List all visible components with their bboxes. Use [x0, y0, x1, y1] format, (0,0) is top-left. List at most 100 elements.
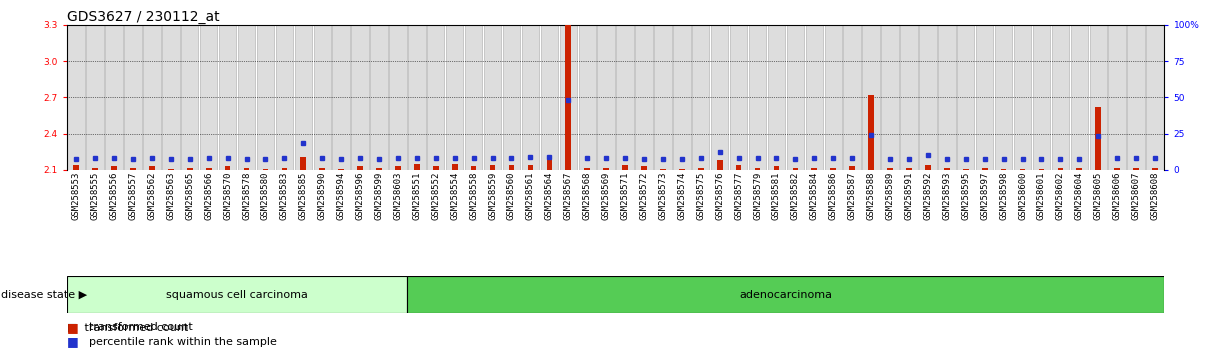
Bar: [887, 167, 893, 170]
Bar: [995, 25, 1013, 170]
Bar: [149, 166, 155, 170]
Bar: [244, 167, 250, 170]
Bar: [130, 167, 136, 170]
Bar: [825, 25, 842, 170]
Bar: [187, 167, 193, 170]
Bar: [408, 25, 426, 170]
Bar: [730, 25, 747, 170]
Bar: [774, 166, 779, 170]
Bar: [143, 25, 160, 170]
Bar: [622, 165, 628, 170]
Bar: [926, 165, 930, 170]
Text: GDS3627 / 230112_at: GDS3627 / 230112_at: [67, 10, 220, 24]
Bar: [1127, 25, 1145, 170]
Text: ■: ■: [67, 321, 79, 334]
Bar: [224, 166, 230, 170]
Bar: [805, 25, 824, 170]
Bar: [1109, 25, 1126, 170]
Bar: [1058, 167, 1064, 170]
Bar: [693, 25, 710, 170]
Bar: [768, 25, 785, 170]
Bar: [92, 167, 98, 170]
Bar: [358, 166, 363, 170]
Bar: [218, 25, 237, 170]
Bar: [465, 25, 483, 170]
Bar: [319, 167, 325, 170]
Bar: [1020, 169, 1025, 170]
Bar: [579, 25, 596, 170]
Bar: [1095, 107, 1101, 170]
Bar: [200, 25, 217, 170]
Bar: [1146, 25, 1163, 170]
Bar: [869, 95, 873, 170]
Bar: [919, 25, 936, 170]
Text: ■  transformed count: ■ transformed count: [67, 322, 188, 332]
Bar: [1152, 167, 1158, 170]
Bar: [1115, 167, 1120, 170]
Bar: [1089, 25, 1107, 170]
Bar: [301, 156, 306, 170]
Bar: [636, 25, 653, 170]
Bar: [295, 25, 312, 170]
Bar: [86, 25, 104, 170]
Bar: [585, 167, 590, 170]
Bar: [206, 167, 211, 170]
Bar: [370, 25, 388, 170]
Bar: [711, 25, 728, 170]
Bar: [1038, 169, 1044, 170]
Bar: [906, 167, 912, 170]
Bar: [831, 167, 836, 170]
Bar: [1052, 25, 1069, 170]
Bar: [1001, 169, 1007, 170]
Bar: [1032, 25, 1050, 170]
Bar: [313, 25, 331, 170]
Bar: [262, 169, 268, 170]
Bar: [944, 167, 950, 170]
Bar: [862, 25, 879, 170]
Bar: [603, 167, 609, 170]
Bar: [332, 25, 349, 170]
Text: ■: ■: [67, 335, 79, 348]
Bar: [471, 166, 477, 170]
Bar: [446, 25, 463, 170]
Bar: [528, 165, 534, 170]
Bar: [673, 25, 690, 170]
Bar: [654, 25, 672, 170]
Bar: [389, 25, 406, 170]
Bar: [547, 159, 552, 170]
Bar: [957, 25, 974, 170]
Bar: [541, 25, 558, 170]
Bar: [484, 25, 501, 170]
Bar: [754, 167, 761, 170]
Bar: [1133, 167, 1139, 170]
Bar: [616, 25, 633, 170]
Bar: [67, 276, 408, 313]
Bar: [559, 25, 577, 170]
Bar: [376, 167, 382, 170]
Bar: [112, 166, 116, 170]
Bar: [275, 25, 294, 170]
Bar: [503, 25, 520, 170]
Text: disease state ▶: disease state ▶: [1, 290, 87, 300]
Bar: [679, 169, 684, 170]
Text: transformed count: transformed count: [89, 322, 193, 332]
Bar: [963, 169, 969, 170]
Bar: [124, 25, 142, 170]
Bar: [792, 167, 798, 170]
Bar: [981, 167, 987, 170]
Bar: [736, 165, 741, 170]
Bar: [843, 25, 861, 170]
Bar: [281, 167, 287, 170]
Bar: [167, 169, 173, 170]
Bar: [748, 25, 767, 170]
Bar: [338, 169, 344, 170]
Bar: [1076, 167, 1082, 170]
Bar: [163, 25, 180, 170]
Bar: [565, 25, 571, 170]
Bar: [642, 166, 647, 170]
Bar: [660, 169, 666, 170]
Bar: [106, 25, 123, 170]
Text: squamous cell carcinoma: squamous cell carcinoma: [166, 290, 308, 300]
Bar: [976, 25, 993, 170]
Bar: [433, 166, 439, 170]
